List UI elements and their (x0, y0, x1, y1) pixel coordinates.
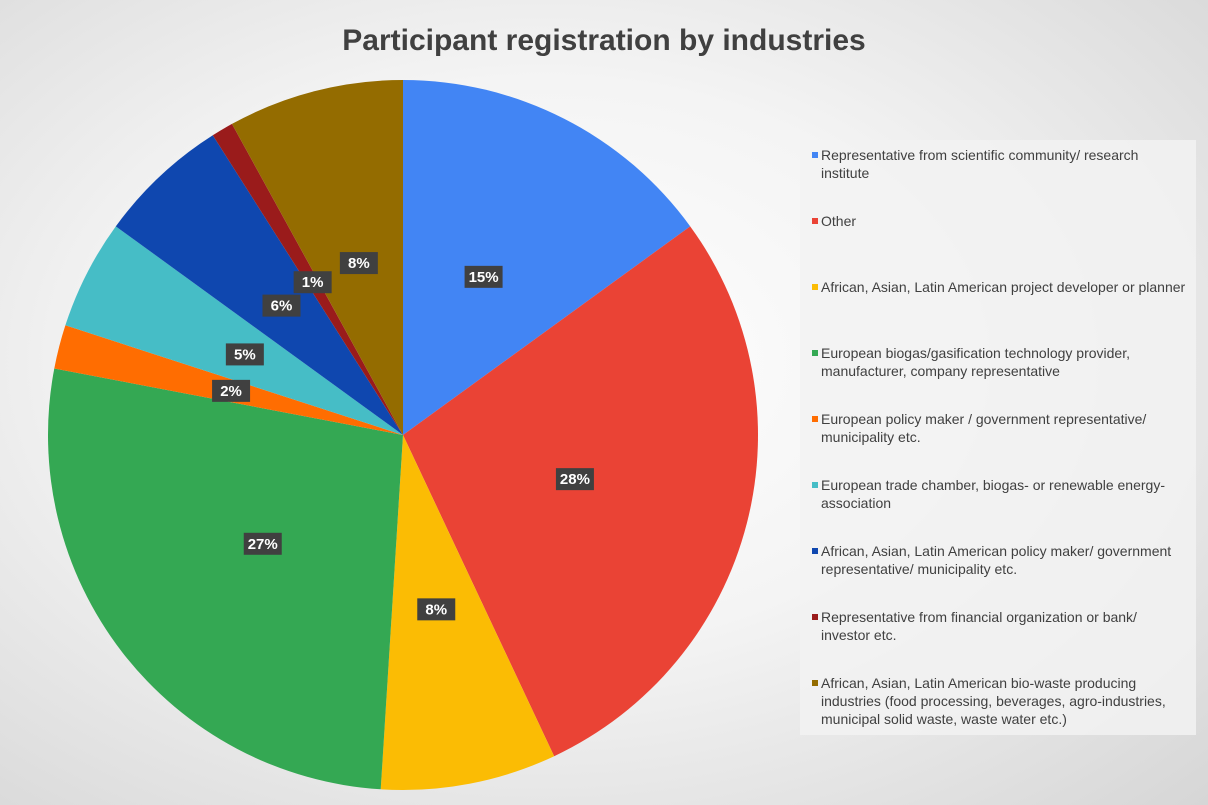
data-label-box (243, 532, 282, 555)
data-label-text: 6% (271, 298, 293, 315)
legend-item: African, Asian, Latin American policy ma… (812, 542, 1188, 608)
data-label-box (555, 468, 594, 491)
legend-item: European policy maker / government repre… (812, 410, 1188, 476)
legend-label: Other (821, 213, 857, 229)
pie-slice (115, 135, 404, 435)
data-label-box (417, 598, 456, 621)
legend-item: European trade chamber, biogas- or renew… (812, 476, 1188, 542)
data-label: 1% (293, 271, 332, 294)
legend-swatch (812, 680, 818, 686)
legend-label: European trade chamber, biogas- or renew… (821, 477, 1165, 511)
legend-label: African, Asian, Latin American bio-waste… (821, 675, 1166, 727)
data-label: 6% (262, 294, 301, 317)
data-label: 27% (243, 532, 282, 555)
data-label: 2% (212, 379, 251, 402)
pie-slice (231, 80, 403, 435)
data-label: 28% (555, 468, 594, 491)
data-label-box (212, 379, 251, 402)
data-label-text: 8% (425, 601, 447, 618)
legend-item: Representative from scientific community… (812, 146, 1188, 212)
data-label-text: 15% (469, 269, 499, 286)
legend-item: African, Asian, Latin American project d… (812, 278, 1188, 344)
legend-swatch (812, 218, 818, 224)
data-label-box (262, 294, 301, 317)
data-label-text: 1% (302, 274, 324, 291)
data-label-text: 27% (248, 536, 278, 553)
legend-swatch (812, 284, 818, 290)
legend-swatch (812, 548, 818, 554)
pie-slice (403, 80, 691, 435)
legend-label: Representative from financial organizati… (821, 609, 1137, 643)
legend-item: European biogas/gasification technology … (812, 344, 1188, 410)
legend-label: European policy maker / government repre… (821, 411, 1147, 445)
legend-swatch (812, 482, 818, 488)
data-label: 5% (225, 343, 264, 366)
legend-label: European biogas/gasification technology … (821, 345, 1130, 379)
legend-label: Representative from scientific community… (821, 147, 1139, 181)
legend-swatch (812, 350, 818, 356)
legend-swatch (812, 416, 818, 422)
legend-swatch (812, 614, 818, 620)
data-label-text: 5% (234, 346, 256, 363)
legend-swatch (812, 152, 818, 158)
legend-item: Other (812, 212, 1188, 278)
pie-slice (65, 226, 403, 435)
legend: Representative from scientific community… (800, 140, 1196, 735)
pie-slice (380, 435, 555, 790)
data-label-text: 8% (348, 255, 370, 272)
legend-label: African, Asian, Latin American project d… (821, 279, 1186, 295)
data-label-box (464, 265, 503, 288)
legend-item: Representative from financial organizati… (812, 608, 1188, 674)
data-label-text: 28% (560, 471, 590, 488)
data-label: 15% (464, 265, 503, 288)
data-label: 8% (417, 598, 456, 621)
legend-label: African, Asian, Latin American policy ma… (821, 543, 1172, 577)
pie-slice (403, 226, 758, 757)
legend-item: African, Asian, Latin American bio-waste… (812, 674, 1188, 740)
data-label-box (293, 271, 332, 294)
data-label-text: 2% (220, 383, 242, 400)
data-label-box (225, 343, 264, 366)
data-label-box (339, 252, 378, 275)
chart-title: Participant registration by industries (342, 24, 865, 57)
data-label: 8% (339, 252, 378, 275)
pie-slice (47, 368, 404, 790)
